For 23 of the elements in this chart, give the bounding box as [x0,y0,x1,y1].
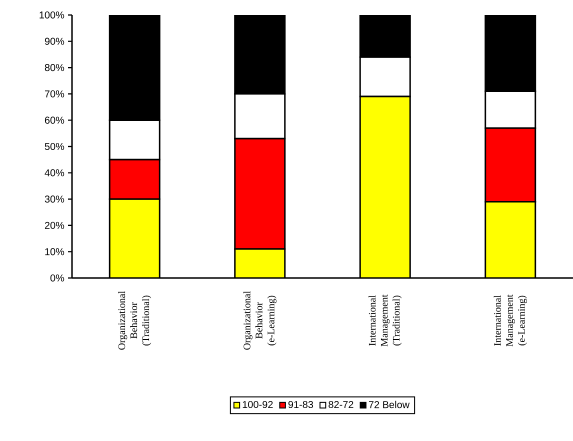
bar [484,200,536,278]
legend-label: 100-92 [242,400,273,408]
y-tick-label: 40% [44,169,64,176]
x-tick-label: Organizational Behavior (e-Learning) [243,291,276,350]
y-tick-label: 60% [44,116,64,124]
bar [234,249,285,278]
x-tick-label: International Management (Traditional) [368,294,402,346]
bar [360,96,410,278]
bar [110,199,160,278]
legend-label: 82-72 [328,400,354,408]
x-tick-label: Organizational Behavior (Traditional) [118,291,152,350]
x-tick-label: International Management (e-Learning) [494,294,527,346]
legend-label: 91-83 [288,400,314,408]
y-tick-label: 10% [45,248,64,256]
y-tick-label: 80% [44,64,64,72]
y-tick-label: 70% [44,90,64,98]
y-tick-label: 20% [44,222,64,229]
y-tick-label: 90% [44,38,64,45]
y-tick-label: 0% [50,274,64,282]
y-tick-label: 100% [40,11,64,19]
y-tick-label: 30% [44,196,64,203]
y-tick-label: 50% [44,142,64,150]
legend-label: 72 Below [368,400,410,408]
